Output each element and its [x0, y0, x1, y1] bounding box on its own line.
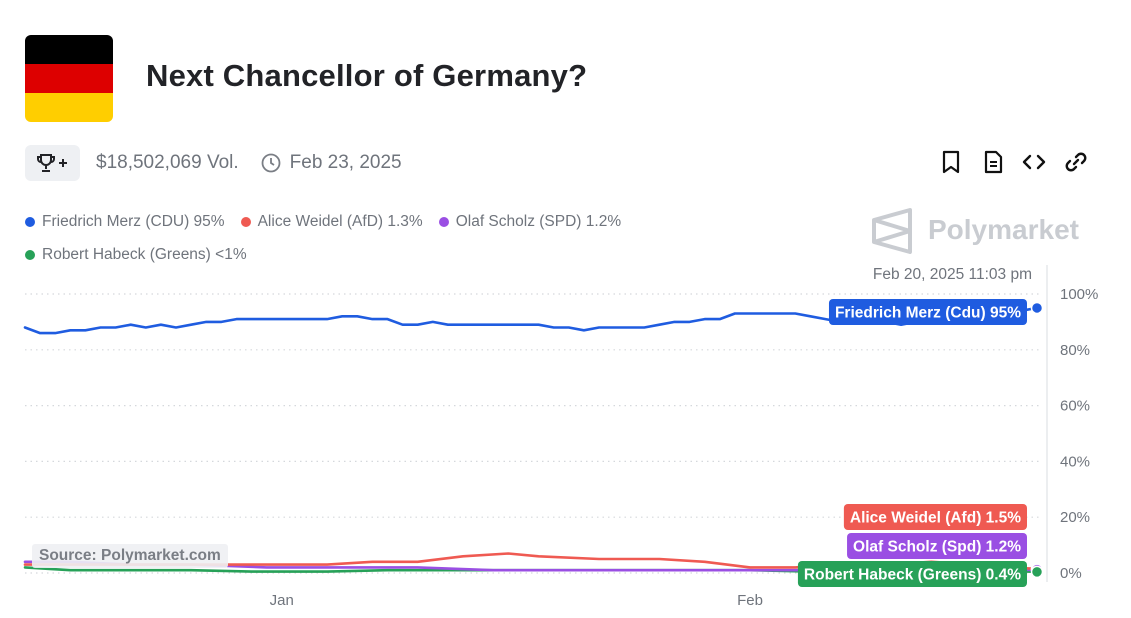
legend-item-habeck[interactable]: Robert Habeck (Greens) <1% [25, 246, 247, 264]
document-icon[interactable] [980, 149, 1006, 175]
hover-timestamp: Feb 20, 2025 11:03 pm [873, 266, 1032, 283]
bookmark-icon[interactable] [938, 149, 964, 175]
end-label-box [843, 504, 1027, 530]
link-icon[interactable] [1063, 149, 1089, 175]
volume-text: $18,502,069 Vol. [96, 152, 239, 173]
legend-label: Robert Habeck (Greens) <1% [42, 245, 247, 263]
end-label-text: Robert Habeck (Greens) 0.4% [804, 567, 1021, 584]
legend-item-scholz[interactable]: Olaf Scholz (SPD) 1.2% [438, 212, 622, 231]
series-end-marker [1030, 301, 1044, 315]
trophy-plus-icon [36, 154, 67, 172]
page-title: Next Chancellor of Germany? [146, 58, 588, 93]
legend-dot [240, 216, 251, 227]
y-tick-label: 60% [1060, 398, 1090, 415]
clock-icon [261, 153, 281, 173]
source-note: Source: Polymarket.com [32, 544, 228, 568]
trophy-plus-button[interactable] [25, 145, 80, 181]
polymarket-watermark: Polymarket [870, 206, 1079, 254]
x-tick-label: Feb [737, 592, 763, 609]
legend-label: Friedrich Merz (CDU) 95% [42, 212, 225, 230]
legend-row: Friedrich Merz (CDU) 95% Alice Weidel (A… [25, 205, 805, 238]
brand-name: Polymarket [928, 214, 1079, 245]
legend-label: Alice Weidel (AfD) 1.3% [257, 212, 423, 230]
end-label: Alice Weidel (Afd) 1.5% [843, 504, 1027, 530]
y-tick-label: 40% [1060, 453, 1090, 470]
code-icon[interactable] [1021, 149, 1047, 175]
flag-stripe-gold [25, 93, 113, 122]
series-end-marker [1030, 565, 1044, 579]
y-tick-label: 20% [1060, 509, 1090, 526]
market-meta: $18,502,069 Vol. Feb 23, 2025 [25, 145, 402, 181]
end-label: Robert Habeck (Greens) 0.4% [797, 561, 1027, 587]
chart-series [23, 306, 1039, 574]
end-label: Friedrich Merz (Cdu) 95% [828, 299, 1027, 325]
chart-grid [25, 293, 1040, 574]
x-tick-label: Jan [270, 592, 294, 609]
legend-dot [25, 216, 35, 227]
end-label-box [828, 299, 1027, 325]
end-date-text: Feb 23, 2025 [289, 152, 402, 173]
end-labels: Friedrich Merz (Cdu) 95% Alice Weidel (Af… [797, 299, 1044, 587]
chart-legend: Friedrich Merz (CDU) 95% Alice Weidel (A… [25, 205, 805, 271]
end-label-text: Alice Weidel (Afd) 1.5% [850, 510, 1021, 527]
y-tick-label: 0% [1060, 565, 1082, 582]
y-tick-label: 80% [1060, 342, 1090, 359]
end-label-text: Olaf Scholz (Spd) 1.2% [853, 539, 1021, 556]
germany-flag-icon [25, 35, 113, 122]
legend-item-merz[interactable]: Friedrich Merz (CDU) 95% [25, 213, 225, 231]
end-label-text: Friedrich Merz (Cdu) 95% [835, 305, 1021, 322]
polymarket-logo [872, 208, 912, 254]
legend-label: Olaf Scholz (SPD) 1.2% [455, 212, 622, 230]
end-date: Feb 23, 2025 [261, 152, 402, 174]
flag-stripe-red [25, 64, 113, 93]
flag-stripe-black [25, 35, 113, 64]
end-label-box [847, 533, 1027, 559]
end-label-box [797, 561, 1027, 587]
end-label: Olaf Scholz (Spd) 1.2% [847, 533, 1027, 559]
legend-dot [438, 216, 449, 227]
legend-row: Robert Habeck (Greens) <1% [25, 238, 805, 271]
legend-item-weidel[interactable]: Alice Weidel (AfD) 1.3% [240, 212, 423, 231]
chart-ticks: 100% 80% 60% 40% 20% 0% Jan Feb [270, 286, 1099, 609]
y-tick-label: 100% [1060, 286, 1098, 303]
legend-dot [25, 249, 35, 260]
